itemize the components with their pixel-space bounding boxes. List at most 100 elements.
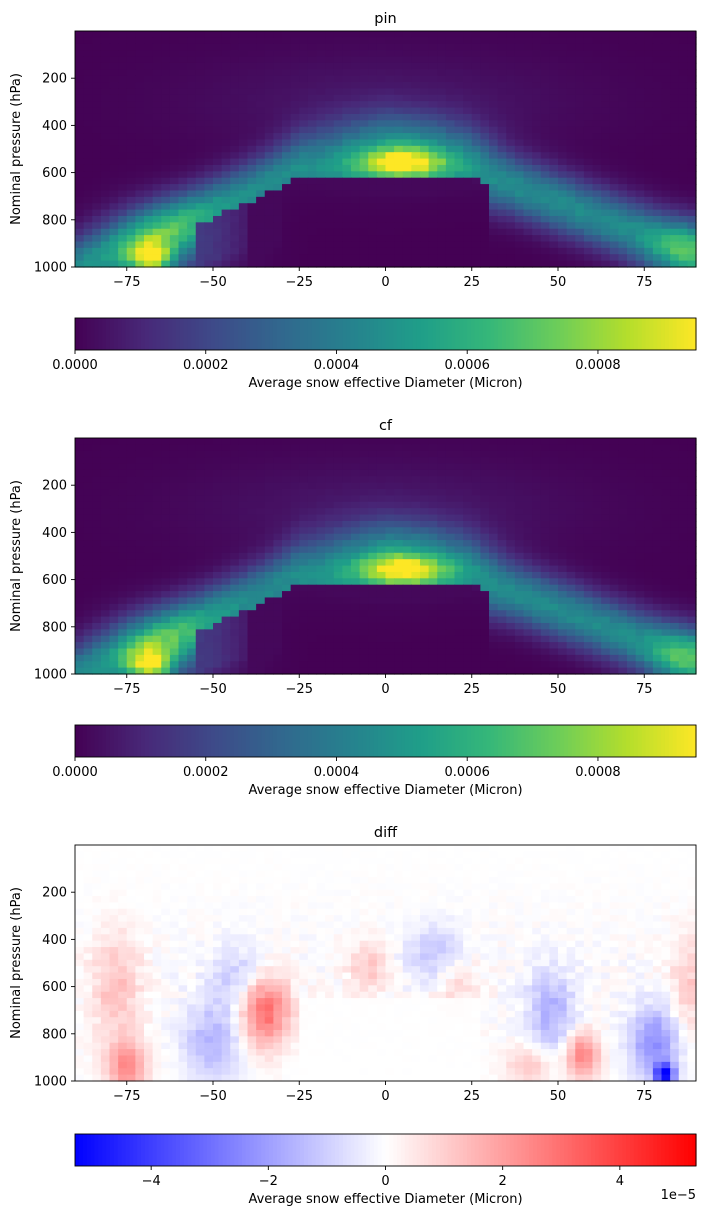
heatmap-cell xyxy=(489,120,499,128)
heatmap-cell xyxy=(437,209,447,217)
heatmap-cell xyxy=(316,469,326,477)
heatmap-cell xyxy=(523,457,533,465)
heatmap-cell xyxy=(247,247,257,255)
heatmap-cell xyxy=(454,559,464,567)
heatmap-cell xyxy=(307,196,318,204)
heatmap-cell xyxy=(247,235,257,243)
heatmap-cell xyxy=(471,616,481,624)
heatmap-cell xyxy=(282,438,292,445)
heatmap-cell xyxy=(523,126,533,134)
heatmap-cell xyxy=(644,591,654,599)
heatmap-cell xyxy=(592,75,602,83)
heatmap-cell xyxy=(644,88,654,96)
heatmap-cell xyxy=(282,520,292,528)
heatmap-cell xyxy=(601,533,611,541)
heatmap-cell xyxy=(445,584,456,592)
heatmap-cell xyxy=(445,235,456,243)
heatmap-cell xyxy=(601,469,611,477)
heatmap-cell xyxy=(376,482,387,490)
heatmap-cell xyxy=(652,565,663,573)
heatmap-cell xyxy=(178,209,188,217)
heatmap-cell xyxy=(316,489,326,497)
heatmap-cell xyxy=(247,450,257,458)
heatmap-cell xyxy=(92,171,102,179)
heatmap-cell xyxy=(652,94,663,102)
heatmap-cell xyxy=(463,82,473,90)
heatmap-cell xyxy=(307,495,318,503)
heatmap-cell xyxy=(351,489,361,497)
heatmap-cell xyxy=(307,450,318,458)
heatmap-cell xyxy=(204,552,214,560)
heatmap-cell xyxy=(359,450,369,458)
heatmap-cell xyxy=(549,37,559,45)
heatmap-cell xyxy=(558,209,568,217)
heatmap-cell xyxy=(178,184,188,192)
heatmap-cell xyxy=(256,247,266,255)
heatmap-cell xyxy=(126,113,136,121)
heatmap-cell xyxy=(480,501,490,509)
heatmap-cell xyxy=(273,184,283,192)
heatmap-cell xyxy=(670,101,680,109)
heatmap-cell xyxy=(661,501,671,509)
heatmap-cell xyxy=(592,209,602,217)
heatmap-cell xyxy=(273,508,283,516)
heatmap-cell xyxy=(575,508,585,516)
heatmap-cell xyxy=(195,591,205,599)
heatmap-cell xyxy=(635,50,645,58)
heatmap-cell xyxy=(402,527,412,535)
heatmap-cell xyxy=(402,75,412,83)
heatmap-cell xyxy=(618,126,628,134)
heatmap-cell xyxy=(316,190,326,198)
heatmap-cell xyxy=(428,120,438,128)
heatmap-cell xyxy=(471,463,481,471)
heatmap-cell xyxy=(307,527,318,535)
heatmap-cell xyxy=(118,209,128,217)
heatmap-cell xyxy=(506,591,516,599)
heatmap-cell xyxy=(627,254,637,262)
heatmap-cell xyxy=(549,559,559,567)
heatmap-cell xyxy=(558,145,568,153)
heatmap-cell xyxy=(514,495,525,503)
colorbar-step xyxy=(525,318,530,350)
heatmap-cell xyxy=(540,241,550,249)
colorbar-step xyxy=(156,318,161,350)
heatmap-cell xyxy=(118,215,128,223)
heatmap-cell xyxy=(342,463,352,471)
heatmap-cell xyxy=(601,75,611,83)
heatmap-cell xyxy=(368,622,378,630)
heatmap-cell xyxy=(118,438,128,445)
heatmap-cell xyxy=(506,75,516,83)
heatmap-cell xyxy=(325,120,335,128)
heatmap-cell xyxy=(497,552,507,560)
heatmap-cell xyxy=(558,565,568,573)
heatmap-cell xyxy=(273,578,283,586)
x-tick-label: 75 xyxy=(636,275,653,290)
heatmap-cell xyxy=(126,43,136,51)
heatmap-cell xyxy=(351,164,361,172)
heatmap-cell xyxy=(687,50,697,58)
heatmap-cell xyxy=(540,476,550,484)
heatmap-cell xyxy=(592,196,602,204)
heatmap-cell xyxy=(601,222,611,230)
heatmap-cell xyxy=(489,546,499,554)
heatmap-cell xyxy=(661,113,671,121)
heatmap-cell xyxy=(463,552,473,560)
heatmap-cell xyxy=(652,101,663,109)
heatmap-cell xyxy=(428,457,438,465)
heatmap-cell xyxy=(178,126,188,134)
heatmap-cell xyxy=(385,616,395,624)
heatmap-cell xyxy=(126,597,136,605)
heatmap-cell xyxy=(583,152,594,160)
heatmap-cell xyxy=(92,235,102,243)
heatmap-cell xyxy=(247,603,257,611)
heatmap-cell xyxy=(169,508,180,516)
heatmap-cell xyxy=(325,514,335,522)
heatmap-cell xyxy=(618,469,628,477)
heatmap-cell xyxy=(178,457,188,465)
heatmap-cell xyxy=(489,62,499,70)
heatmap-cell xyxy=(609,82,619,90)
heatmap-cell xyxy=(385,591,395,599)
heatmap-cell xyxy=(256,501,266,509)
heatmap-cell xyxy=(402,107,412,115)
x-tick-label: 50 xyxy=(550,275,567,290)
